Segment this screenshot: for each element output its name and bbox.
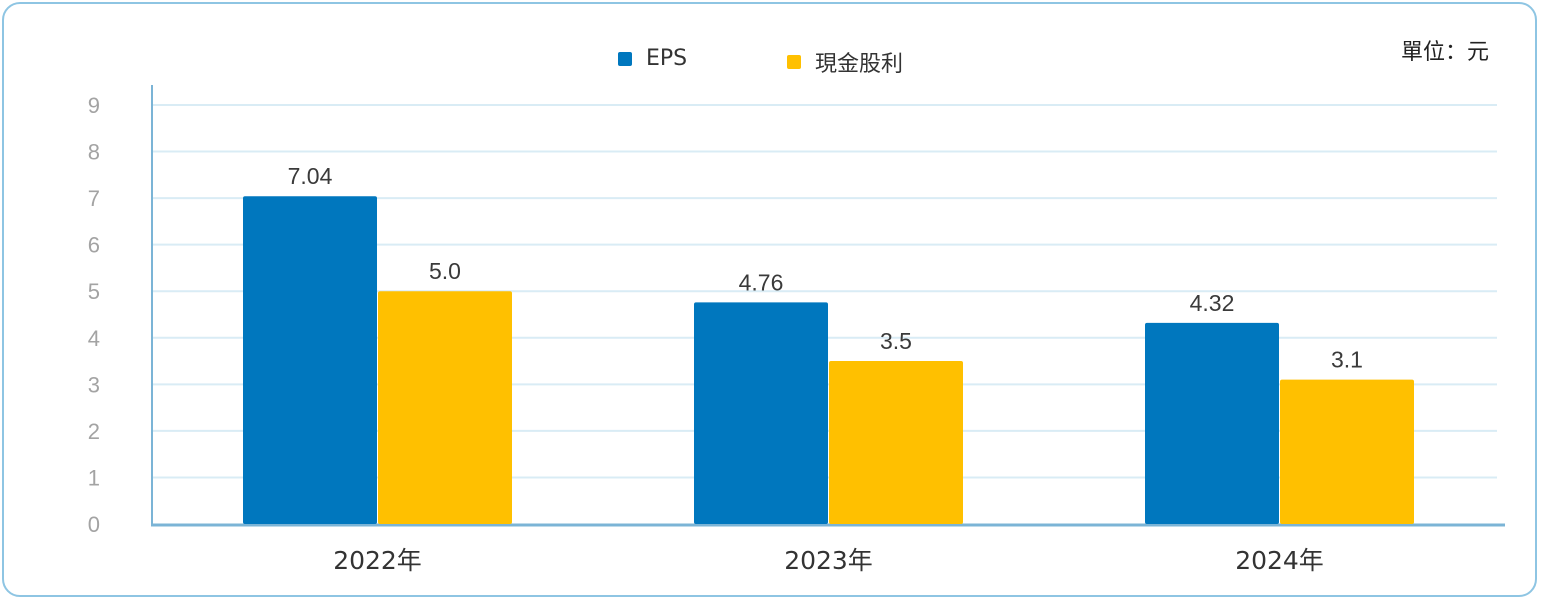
data-label-eps: 4.32 xyxy=(1190,290,1235,316)
y-tick-label: 2 xyxy=(88,419,100,444)
bar-dividend xyxy=(378,291,512,524)
legend: EPS 現金股利 xyxy=(0,46,1541,78)
legend-label-dividend: 現金股利 xyxy=(815,52,904,77)
y-tick-label: 1 xyxy=(88,465,100,490)
x-category-label: 2023年 xyxy=(784,546,873,575)
bar-eps xyxy=(1145,322,1279,524)
bar-dividend xyxy=(1280,379,1414,524)
y-tick-label: 7 xyxy=(88,186,100,211)
y-tick-label: 3 xyxy=(88,372,100,397)
y-tick-label: 6 xyxy=(88,233,100,258)
legend-label-eps: EPS xyxy=(646,46,688,71)
data-label-eps: 4.76 xyxy=(739,269,784,295)
data-label-eps: 7.04 xyxy=(288,163,333,189)
legend-item-dividend: 現金股利 xyxy=(787,46,903,78)
y-tick-label: 4 xyxy=(88,326,100,351)
y-tick-label: 8 xyxy=(88,140,100,165)
data-label-dividend: 3.5 xyxy=(880,328,912,354)
x-category-label: 2024年 xyxy=(1235,546,1324,575)
bar-eps xyxy=(243,196,377,524)
y-tick-label: 0 xyxy=(88,512,100,537)
y-tick-label: 5 xyxy=(88,279,100,304)
data-label-dividend: 5.0 xyxy=(429,258,461,284)
legend-swatch-eps xyxy=(618,51,632,66)
legend-swatch-dividend xyxy=(787,55,801,69)
x-category-label: 2022年 xyxy=(333,546,422,575)
legend-item-eps: EPS xyxy=(618,46,687,71)
bar-eps xyxy=(694,302,828,524)
unit-label: 單位：元 xyxy=(1400,40,1489,65)
data-label-dividend: 3.1 xyxy=(1331,347,1363,373)
bar-dividend xyxy=(829,361,963,524)
y-tick-label: 9 xyxy=(88,93,100,118)
